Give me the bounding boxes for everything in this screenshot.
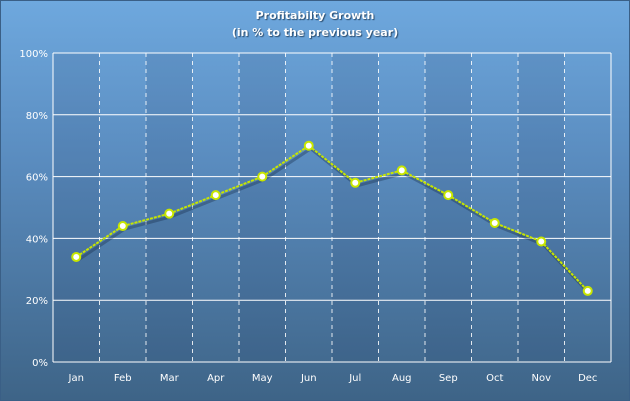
y-tick-label: 40% [26,234,48,245]
x-tick-label: Oct [486,373,503,384]
y-tick-label: 0% [32,358,48,369]
series-shadow [77,146,591,295]
data-point [303,140,314,151]
chart-subtitle: (in % to the previous year) [231,26,399,39]
data-point [443,190,454,201]
y-tick-label: 100% [19,49,48,60]
x-tick-label: Sep [439,373,458,384]
y-tick-label: 80% [26,111,48,122]
data-point [396,165,407,176]
data-point [210,190,221,201]
x-tick-label: May [252,373,273,384]
data-point [536,236,547,247]
x-tick-label: Mar [160,373,180,384]
column-band [239,53,286,362]
column-band [518,53,565,362]
data-point [164,208,175,219]
x-tick-label: Apr [207,373,225,384]
data-point [257,171,268,182]
column-band [332,53,379,362]
x-tick-label: Aug [392,373,412,384]
x-tick-label: Jan [68,373,84,384]
data-point [489,217,500,228]
chart-title-block: Profitabilty Growth (in % to the previou… [1,7,629,41]
x-tick-label: Dec [578,373,597,384]
x-tick-label: Nov [531,373,551,384]
y-tick-label: 20% [26,296,48,307]
data-point [117,221,128,232]
x-tick-label: Feb [114,373,132,384]
x-tick-label: Jun [300,373,317,384]
y-tick-label: 60% [26,173,48,184]
data-point [71,251,82,262]
data-point [582,285,593,296]
column-band [425,53,472,362]
chart-title: Profitabilty Growth [255,9,375,22]
series-line [75,144,589,292]
data-point [350,177,361,188]
column-band [53,53,100,362]
x-tick-label: Jul [348,373,361,384]
